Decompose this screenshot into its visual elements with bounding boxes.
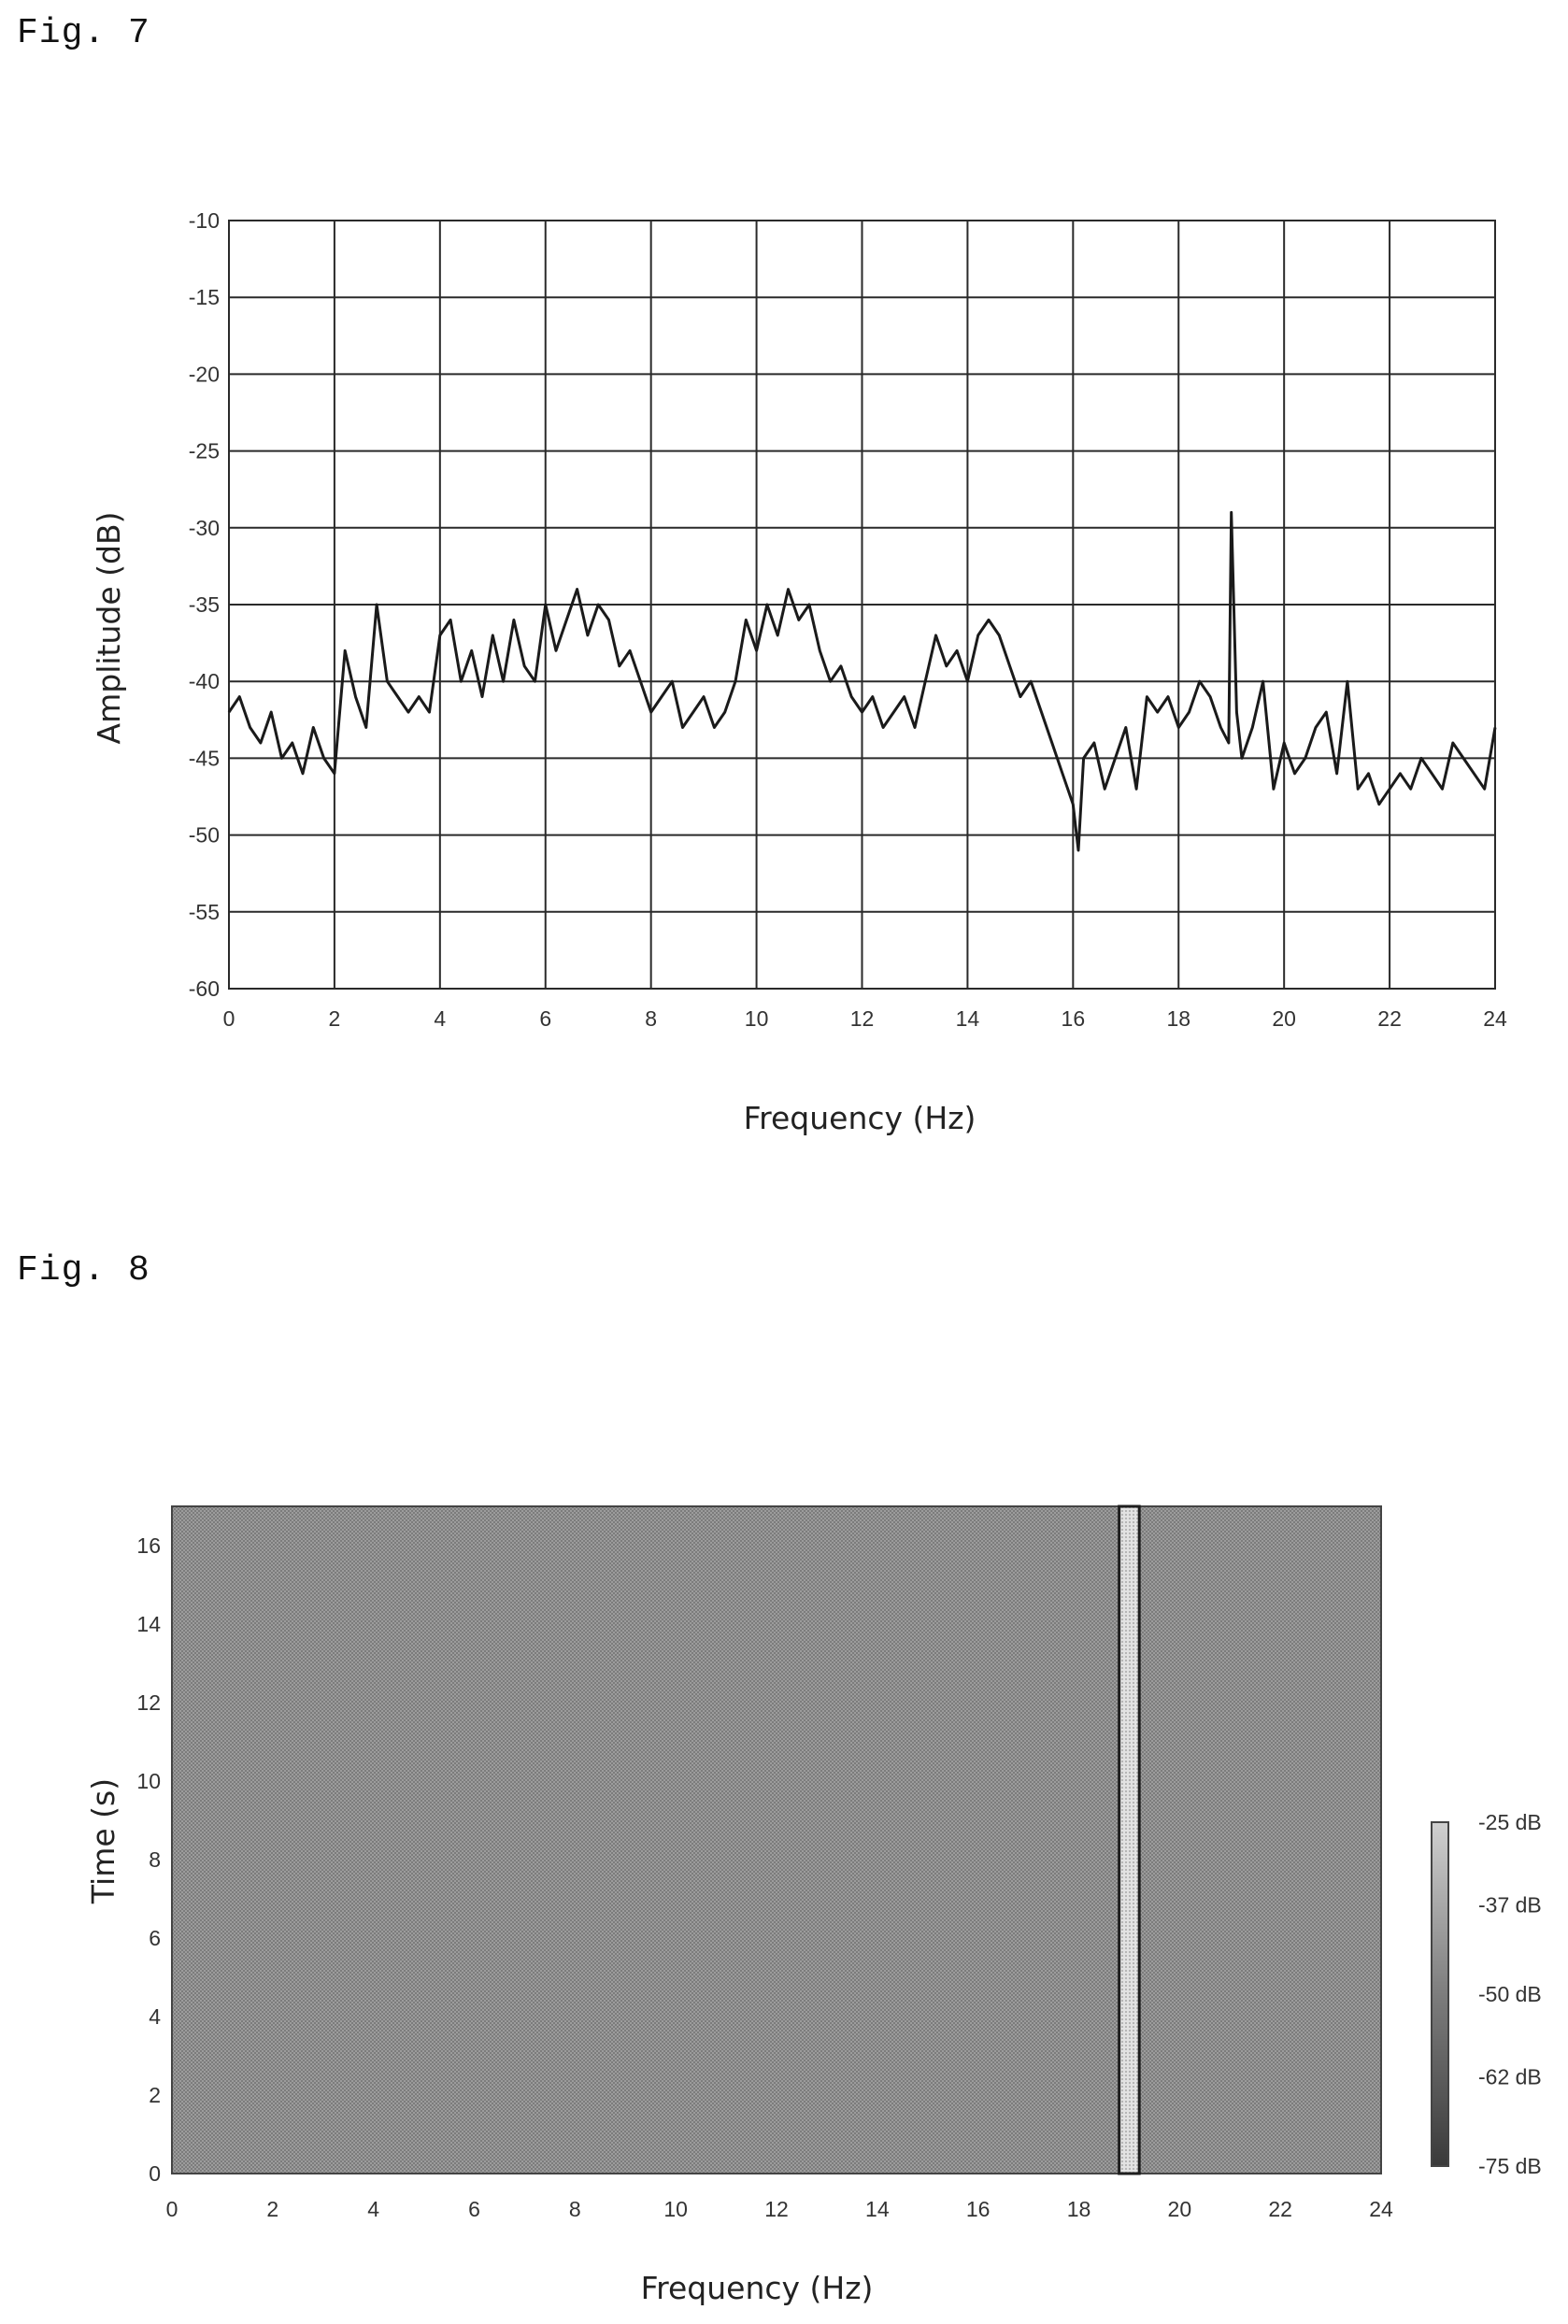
fig7-x-tick-label: 6: [539, 1006, 551, 1031]
fig7-y-axis-title: Amplitude (dB): [91, 512, 127, 745]
fig7-x-tick-label: 10: [745, 1006, 769, 1031]
fig8-x-tick-labels: 0 2 4 6 8 10 12 14 16 18 20 22 24: [166, 2197, 1393, 2221]
fig8-colorbar-label: -75 dB: [1478, 2154, 1542, 2178]
fig8-x-tick-label: 6: [468, 2197, 480, 2221]
fig8-highlight-band: [1118, 1504, 1141, 2175]
fig8-y-tick-label: 4: [149, 2004, 161, 2029]
fig7-x-tick-label: 16: [1062, 1006, 1086, 1031]
fig8-x-tick-label: 4: [367, 2197, 379, 2221]
fig8-y-tick-label: 6: [149, 1926, 161, 1950]
fig7-y-tick-label: -15: [189, 285, 220, 309]
fig7-y-tick-label: -55: [189, 900, 220, 924]
fig8-spectrogram-background: [171, 1505, 1382, 2174]
fig7-y-tick-label: -10: [189, 208, 220, 233]
fig8-x-tick-label: 20: [1168, 2197, 1192, 2221]
fig7-x-tick-label: 2: [329, 1006, 341, 1031]
fig8-label: Fig. 8: [17, 1250, 150, 1290]
fig7-y-tick-label: -40: [189, 669, 220, 693]
fig8-colorbar-label: -50 dB: [1478, 1982, 1542, 2006]
fig7-x-tick-label: 24: [1483, 1006, 1507, 1031]
fig7-y-tick-label: -60: [189, 977, 220, 1001]
fig7-grid: [228, 220, 1496, 990]
fig7-label: Fig. 7: [17, 13, 150, 53]
fig7-x-tick-label: 14: [956, 1006, 980, 1031]
fig7-y-tick-label: -30: [189, 516, 220, 540]
fig8-y-tick-label: 8: [149, 1847, 161, 1872]
fig8-x-tick-label: 14: [865, 2197, 890, 2221]
fig7-x-tick-label: 8: [645, 1006, 657, 1031]
fig8-y-tick-label: 2: [149, 2083, 161, 2107]
fig8-colorbar-label: -25 dB: [1478, 1810, 1542, 1834]
fig7-frame-rect: [228, 220, 1496, 990]
fig8-y-tick-label: 10: [136, 1769, 161, 1793]
fig8-y-tick-label: 16: [136, 1533, 161, 1558]
fig7-x-axis-title: Frequency (Hz): [744, 1100, 976, 1136]
fig8-y-tick-label: 12: [136, 1690, 161, 1715]
fig8-x-tick-label: 16: [966, 2197, 991, 2221]
fig8-colorbar-label: -62 dB: [1478, 2064, 1542, 2089]
fig8-y-tick-label: 14: [136, 1612, 161, 1636]
fig8-x-tick-label: 8: [569, 2197, 581, 2221]
fig8-x-tick-label: 0: [166, 2197, 178, 2221]
fig8-colorbar-labels: -25 dB -37 dB -50 dB -62 dB -75 dB: [1478, 1810, 1542, 2178]
fig7-x-tick-label: 4: [434, 1006, 446, 1031]
fig7-plot-frame: [228, 220, 1496, 990]
fig8-x-tick-label: 24: [1369, 2197, 1393, 2221]
fig7-x-tick-label: 18: [1166, 1006, 1190, 1031]
fig8-x-tick-label: 10: [663, 2197, 688, 2221]
fig7-amplitude-line: [227, 510, 1497, 852]
fig7-y-tick-label: -45: [189, 746, 220, 770]
fig8-x-axis-title: Frequency (Hz): [641, 2270, 874, 2306]
fig7-y-tick-label: -20: [189, 362, 220, 386]
fig7-x-tick-label: 22: [1377, 1006, 1402, 1031]
fig8-x-tick-label: 18: [1067, 2197, 1091, 2221]
fig8-y-tick-label: 0: [149, 2161, 161, 2186]
fig7-y-tick-label: -25: [189, 439, 220, 463]
fig8-x-tick-label: 12: [764, 2197, 789, 2221]
fig8-y-axis-title: Time (s): [85, 1778, 121, 1904]
fig7-y-tick-label: -50: [189, 823, 220, 848]
fig7-x-tick-label: 0: [223, 1006, 235, 1031]
fig7-x-tick-labels: 0 2 4 6 8 10 12 14 16 18 20 22 24: [223, 1006, 1507, 1031]
fig8-colorbar: [1431, 1821, 1449, 2167]
fig7-y-tick-labels: -10 -15 -20 -25 -30 -35 -40 -45 -50 -55 -60: [189, 208, 220, 1001]
fig7-x-tick-label: 20: [1272, 1006, 1296, 1031]
fig8-x-tick-label: 2: [266, 2197, 278, 2221]
fig7-y-tick-label: -35: [189, 592, 220, 617]
fig8-x-tick-label: 22: [1268, 2197, 1292, 2221]
fig8-y-tick-labels: 0 2 4 6 8 10 12 14 16: [136, 1533, 161, 2186]
fig7-x-tick-label: 12: [850, 1006, 875, 1031]
fig8-colorbar-label: -37 dB: [1478, 1892, 1542, 1917]
